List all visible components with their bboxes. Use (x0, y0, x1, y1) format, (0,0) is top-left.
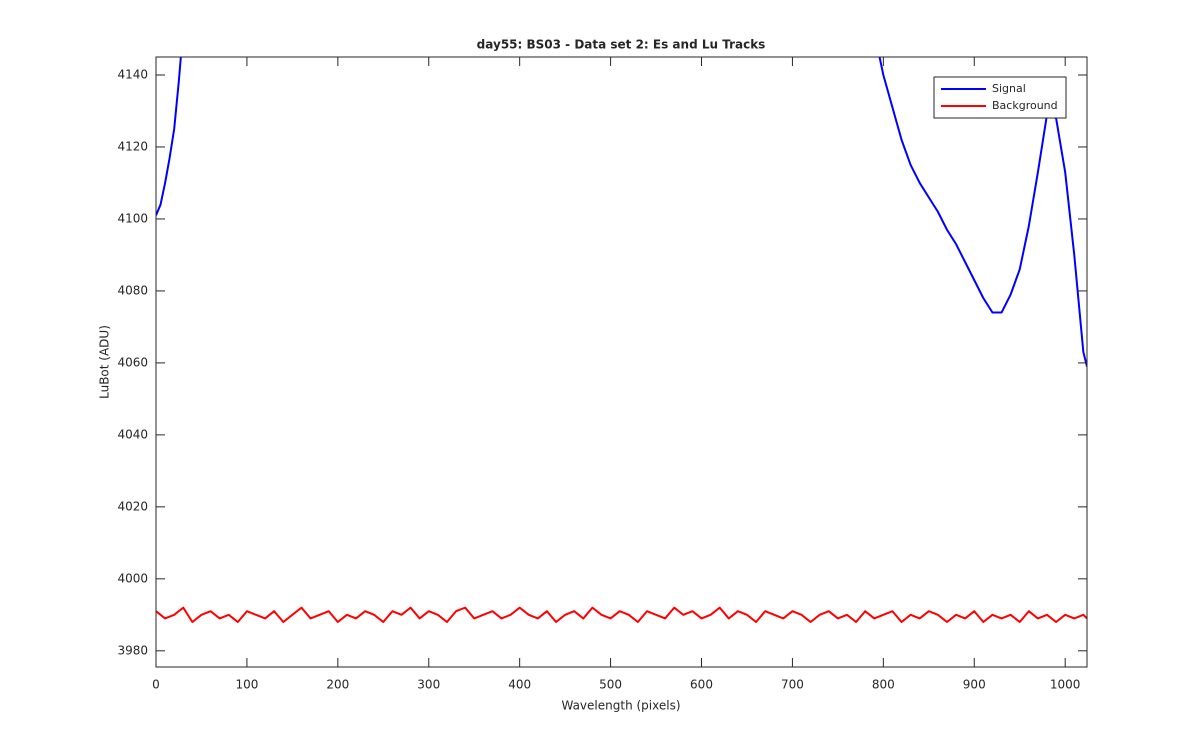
y-tick-label: 4040 (117, 427, 148, 441)
y-tick-label: 4120 (117, 139, 148, 153)
y-tick-label: 4000 (117, 571, 148, 585)
x-axis-label: Wavelength (pixels) (561, 699, 680, 713)
x-tick-label: 600 (690, 678, 713, 692)
legend-label: Background (992, 99, 1058, 112)
axes-box (155, 56, 1088, 668)
x-tick-label: 1000 (1050, 678, 1081, 692)
y-tick-label: 4100 (117, 211, 148, 225)
x-tick-label: 0 (152, 678, 160, 692)
line-series (156, 606, 1087, 624)
chart-title: day55: BS03 - Data set 2: Es and Lu Trac… (477, 38, 766, 52)
x-tick-label: 400 (508, 678, 531, 692)
x-tick-label: 300 (417, 678, 440, 692)
legend-label: Signal (992, 82, 1026, 95)
x-tick-label: 800 (872, 678, 895, 692)
x-tick-label: 900 (963, 678, 986, 692)
y-tick-label: 4060 (117, 355, 148, 369)
y-tick-label: 4140 (117, 67, 148, 81)
y-axis-label: LuBot (ADU) (98, 325, 112, 399)
x-tick-label: 500 (599, 678, 622, 692)
y-tick-label: 4020 (117, 499, 148, 513)
legend-box (933, 76, 1067, 119)
y-tick-label: 4080 (117, 283, 148, 297)
x-tick-label: 100 (235, 678, 258, 692)
x-tick-label: 700 (781, 678, 804, 692)
y-tick-label: 3980 (117, 643, 148, 657)
x-tick-label: 200 (326, 678, 349, 692)
